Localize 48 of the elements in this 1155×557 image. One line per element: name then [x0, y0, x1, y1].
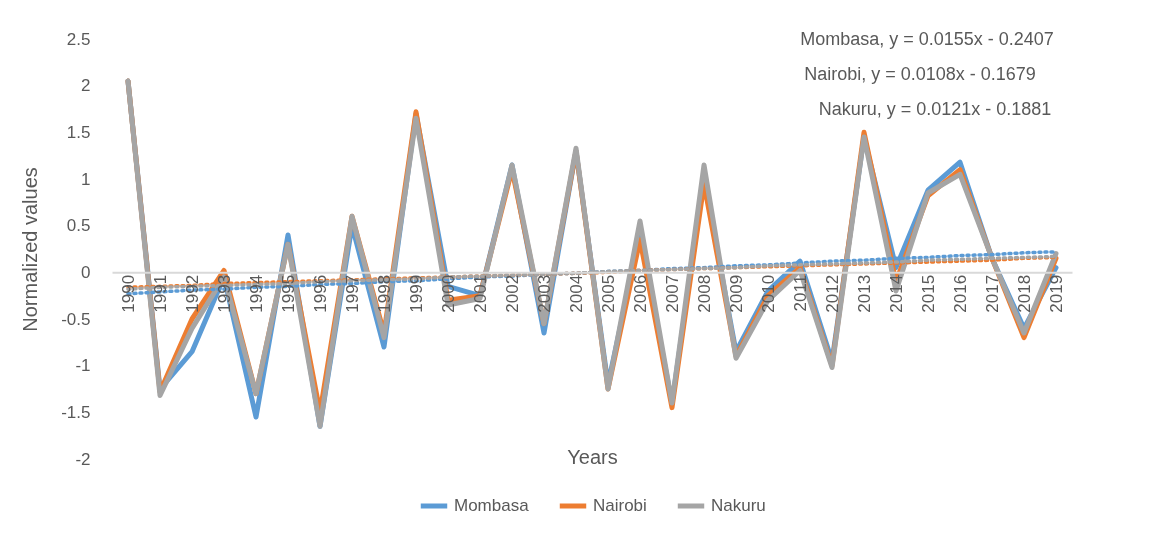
- x-tick-label: 2012: [822, 274, 842, 313]
- x-tick-label: 1999: [406, 274, 426, 313]
- y-tick-label: -0.5: [61, 309, 91, 329]
- x-tick-label: 2015: [918, 274, 938, 313]
- y-axis-title: Normalized values: [19, 167, 42, 332]
- x-tick-label: 2010: [758, 274, 778, 313]
- x-tick-label: 2017: [982, 274, 1002, 313]
- x-tick-label: 2011: [790, 274, 810, 312]
- annotation: Nakuru, y = 0.0121x - 0.1881: [818, 99, 1052, 119]
- x-tick-label: 2000: [438, 274, 458, 313]
- y-tick-label: -2: [75, 449, 91, 469]
- annotation: Mombasa, y = 0.0155x - 0.2407: [800, 29, 1054, 49]
- y-tick-label: -1.5: [61, 402, 91, 422]
- x-tick-label: 2014: [886, 274, 906, 313]
- x-tick-label: 2009: [726, 274, 746, 313]
- x-tick-label: 2005: [598, 274, 618, 313]
- legend-label: Mombasa: [454, 496, 530, 515]
- x-tick-label: 1990: [118, 274, 138, 313]
- y-tick-label: 2: [81, 76, 91, 96]
- y-tick-label: 1.5: [66, 122, 91, 142]
- annotation: Nairobi, y = 0.0108x - 0.1679: [804, 64, 1036, 84]
- x-tick-label: 2018: [1014, 274, 1034, 313]
- x-tick-label: 2013: [854, 274, 874, 313]
- x-tick-label: 2008: [694, 274, 714, 313]
- x-tick-label: 1993: [214, 274, 234, 313]
- y-tick-label: 0.5: [66, 216, 91, 236]
- x-tick-label: 2006: [630, 274, 650, 313]
- legend-label: Nairobi: [593, 496, 647, 515]
- y-tick-label: 1: [81, 169, 91, 189]
- x-tick-label: 1992: [182, 274, 202, 313]
- y-tick-label: -1: [75, 356, 91, 376]
- x-tick-label: 2003: [534, 274, 554, 313]
- x-tick-label: 2004: [566, 274, 586, 313]
- x-tick-label: 1994: [246, 274, 266, 313]
- x-tick-label: 1998: [374, 274, 394, 313]
- y-tick-label: 2.5: [66, 29, 91, 49]
- x-tick-label: 2019: [1046, 274, 1066, 313]
- x-tick-label: 2002: [502, 274, 522, 313]
- x-tick-label: 1996: [310, 274, 330, 313]
- y-tick-label: 0: [81, 262, 91, 282]
- x-tick-label: 2001: [470, 274, 490, 313]
- x-tick-label: 2007: [662, 274, 682, 313]
- x-axis-title: Years: [567, 445, 618, 468]
- x-tick-label: 1991: [150, 274, 170, 313]
- legend-label: Nakuru: [711, 496, 766, 515]
- x-tick-label: 1995: [278, 274, 298, 313]
- x-tick-label: 1997: [342, 274, 362, 313]
- x-tick-label: 2016: [950, 274, 970, 313]
